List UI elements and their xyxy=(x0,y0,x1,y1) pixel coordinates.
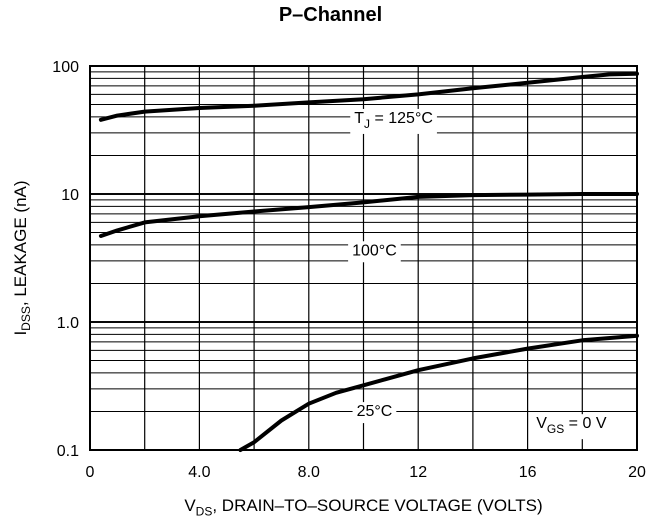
series-lines xyxy=(98,71,639,452)
x-tick-label: 20 xyxy=(628,464,646,481)
label-text: 25°C xyxy=(357,403,393,420)
x-tick-label: 12 xyxy=(409,464,427,481)
x-tick-label: 0 xyxy=(86,464,95,481)
x-tick-label: 16 xyxy=(519,464,537,481)
x-tick-label: 8.0 xyxy=(298,464,320,481)
series-line-100c xyxy=(98,192,639,238)
annotation-vgs: VGS = 0 V xyxy=(532,414,611,440)
y-tick-label: 0.1 xyxy=(57,443,79,460)
chart-title: P–Channel xyxy=(278,4,383,26)
label-text: TJ = 125°C xyxy=(354,110,433,131)
label-text: 100°C xyxy=(352,242,397,259)
curve-labels: TJ = 125°C 100°C 25°C VGS = 0 V xyxy=(348,108,611,440)
label-background xyxy=(350,108,437,134)
label-text: VGS = 0 V xyxy=(536,415,607,436)
y-tick-label: 10 xyxy=(61,187,79,204)
series-label-25c: 25°C xyxy=(352,402,397,424)
x-axis-label: VDS, DRAIN–TO–SOURCE VOLTAGE (VOLTS) xyxy=(184,496,543,519)
tick-labels: 0 4.0 8.0 12 16 20 100 10 1.0 0.1 xyxy=(52,59,646,481)
plot-frame xyxy=(89,65,638,451)
series-label-125c: TJ = 125°C xyxy=(350,108,437,134)
y-tick-label: 100 xyxy=(52,59,79,76)
x-tick-label: 4.0 xyxy=(188,464,210,481)
y-axis-label: IDSS, LEAKAGE (nA) xyxy=(10,180,34,336)
label-background xyxy=(348,241,401,263)
series-label-100c: 100°C xyxy=(348,241,401,263)
series-line-125c xyxy=(98,71,639,122)
label-background xyxy=(532,414,611,440)
series-line-25c xyxy=(238,333,639,452)
y-tick-label: 1.0 xyxy=(57,315,79,332)
label-background xyxy=(352,402,397,424)
